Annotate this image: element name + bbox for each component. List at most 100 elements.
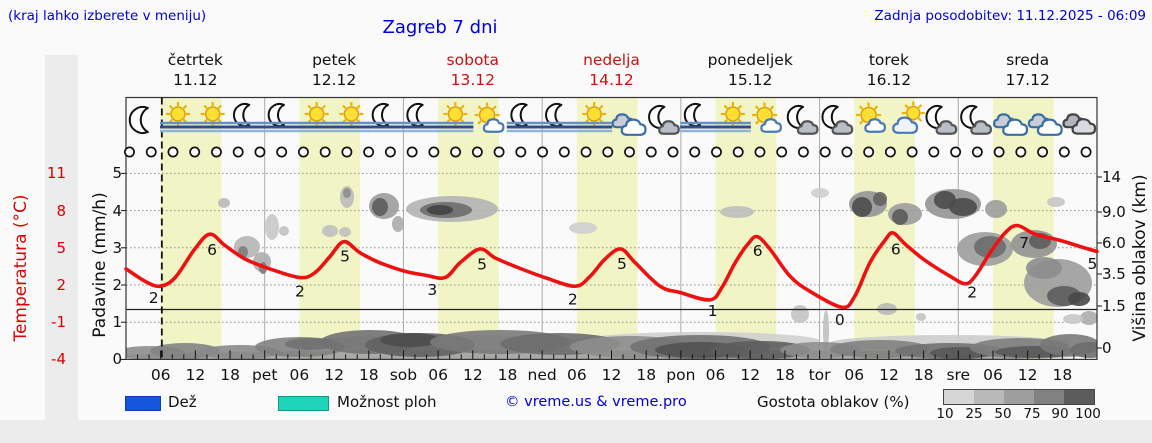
precip-marker (841, 146, 853, 158)
precip-marker (145, 146, 157, 158)
day-date: 15.12 (728, 71, 773, 89)
cloud-blob (1063, 314, 1083, 324)
x-axis-label: 18 (1052, 366, 1073, 384)
precip-marker (624, 146, 635, 158)
temp-point-label: 6 (207, 241, 217, 259)
density-tick-label: 10 (936, 406, 954, 422)
temp-point-label: 1 (708, 302, 718, 320)
precip-marker (363, 146, 375, 158)
density-gradient-step (1064, 390, 1094, 404)
precip-marker (819, 146, 831, 158)
cloud-icon (892, 116, 919, 134)
day-date: 17.12 (1005, 71, 1050, 89)
precip-marker (537, 146, 549, 158)
x-axis-label: 18 (636, 366, 657, 384)
cloud-blob (791, 305, 809, 323)
daylight-band (854, 97, 915, 360)
day-header-nedelja: nedelja 14.12 (583, 50, 640, 90)
day-name: ponedeljek (707, 51, 793, 69)
precip-marker (602, 146, 614, 158)
density-gradient-step (1034, 390, 1064, 404)
precip-marker (732, 146, 744, 158)
temp-point-label: 0 (835, 311, 845, 329)
temp-point-label: 5 (477, 255, 487, 273)
cloud-axis-tick: 3.5 (1102, 265, 1126, 283)
x-axis-label: 12 (740, 366, 761, 384)
sun-icon (720, 102, 745, 126)
rain-legend-label: Dež (168, 393, 197, 411)
precip-marker (319, 146, 331, 158)
precip-axis-tick: 5 (112, 164, 122, 183)
x-axis-label: tor (808, 366, 831, 384)
cloud-blob (1068, 292, 1090, 306)
day-name: sobota (446, 51, 500, 69)
cloud-icon (935, 120, 958, 135)
cloud-blob (1047, 197, 1065, 207)
weather-icon-sun-cloud (752, 102, 782, 133)
weather-icon-cloud-sun (892, 101, 925, 134)
weather-icon-moon-fog (229, 103, 266, 133)
temperature-curve (124, 223, 1099, 310)
x-axis-label: 12 (462, 366, 483, 384)
day-name: petek (312, 51, 357, 69)
daylight-band (438, 97, 499, 360)
showers-legend-label: Možnost ploh (337, 393, 437, 411)
cloud-icon (482, 118, 505, 133)
x-axis-label: pon (666, 366, 696, 384)
x-axis-label: 18 (775, 366, 795, 384)
cloud-blob (392, 216, 404, 232)
cloud-axis-tick: 1.5 (1102, 297, 1126, 315)
daylight-band (160, 97, 222, 360)
temp-axis-tick: 11 (46, 164, 66, 183)
cloud-icon (1002, 118, 1029, 136)
temp-axis-tick: 2 (56, 276, 66, 294)
left-strip (45, 55, 78, 420)
density-tick-label: 50 (994, 406, 1012, 422)
x-axis-label: 06 (289, 366, 310, 384)
cloud-blob (427, 205, 453, 215)
weather-icon-clouds-blue (992, 113, 1029, 136)
cloud-axis-tick: 9.0 (1102, 203, 1126, 221)
chart-frame (125, 96, 1098, 360)
precip-marker (1080, 146, 1092, 158)
cloud-layer (126, 186, 1097, 360)
cloud-blob (1080, 311, 1097, 325)
precip-marker (776, 146, 788, 158)
weather-icon-sun-fog (160, 102, 196, 133)
cloud-density-label: Gostota oblakov (%) (757, 393, 910, 411)
cloud-blob (1026, 257, 1062, 279)
temp-point-label: 5 (617, 255, 627, 273)
moon-icon (821, 105, 839, 129)
weather-icon-clouds-blue (611, 113, 647, 136)
weather-icon-clouds-gray (1062, 113, 1097, 135)
x-axis-label: ned (527, 366, 557, 384)
day-header-ponedeljek: ponedeljek 15.12 (708, 50, 793, 90)
day-header-petek: petek 12.12 (312, 50, 356, 90)
precip-marker (884, 146, 896, 158)
moon-icon (925, 105, 943, 129)
x-axis-label: 06 (150, 366, 171, 384)
copyright-link[interactable]: © vreme.us & vreme.pro (505, 394, 687, 410)
cloud-icon (1036, 118, 1063, 136)
cloud-blob (218, 198, 230, 208)
precip-marker (254, 146, 266, 158)
bottom-strip (0, 420, 1152, 443)
day-name: sreda (1006, 51, 1050, 69)
temp-point-label: 2 (568, 291, 578, 309)
weather-icon-sun-cloud (474, 102, 505, 133)
sun-icon (304, 102, 329, 126)
weather-icon-sun-fog (298, 102, 335, 133)
temp-point-label: 5 (1087, 255, 1097, 273)
precip-marker (863, 146, 875, 158)
temp-point-label: 6 (891, 241, 901, 259)
weather-icon-sun-fog (576, 102, 613, 133)
weather-icon-sun-fog (194, 102, 231, 133)
temp-axis-tick: -4 (51, 350, 66, 369)
weather-icon-sun-fog (714, 102, 751, 133)
precip-axis-tick: 2 (112, 276, 122, 294)
weather-icon-moon-cloud (786, 105, 819, 135)
rain-legend-swatch (125, 396, 161, 411)
precip-marker (124, 146, 135, 158)
